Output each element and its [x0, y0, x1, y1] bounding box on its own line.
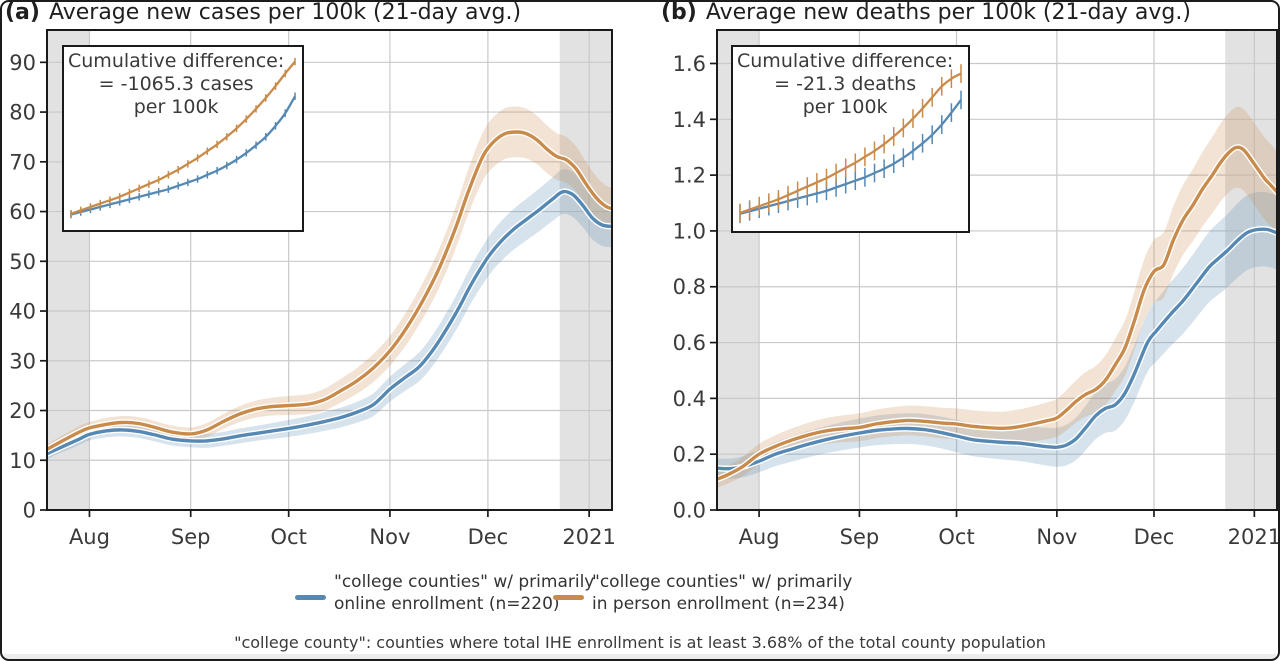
inset-b-line1: Cumulative difference: [737, 50, 954, 72]
svg-text:1.0: 1.0 [673, 219, 706, 243]
legend-line-in-person [553, 595, 584, 600]
svg-text:0.0: 0.0 [673, 499, 706, 523]
legend-in-person-line1: "college counties" w/ primarily [592, 572, 853, 592]
svg-text:Nov: Nov [1036, 525, 1077, 549]
svg-text:1.4: 1.4 [673, 108, 706, 132]
legend-in-person-line2: in person enrollment (n=234) [592, 594, 845, 615]
svg-text:2021: 2021 [562, 525, 615, 549]
svg-text:0.4: 0.4 [673, 387, 706, 411]
svg-text:0.2: 0.2 [673, 443, 706, 467]
inset-b-line3: per 100k [802, 95, 888, 118]
svg-text:90: 90 [9, 51, 36, 75]
legend-label-in-person: "college counties" w/ primarily in perso… [592, 571, 852, 615]
svg-text:70: 70 [9, 150, 36, 174]
svg-text:10: 10 [9, 449, 36, 473]
svg-text:0.8: 0.8 [673, 275, 706, 299]
svg-text:2021: 2021 [1228, 525, 1280, 549]
panel-b-title-text: Average new deaths per 100k (21-day avg.… [705, 0, 1191, 25]
legend-label-online: "college counties" w/ primarily online e… [334, 571, 594, 615]
svg-text:Oct: Oct [938, 525, 974, 549]
inset-a-line3: per 100k [133, 95, 219, 118]
svg-text:0.6: 0.6 [673, 331, 706, 355]
svg-text:0: 0 [23, 499, 36, 523]
svg-text:80: 80 [9, 101, 36, 125]
svg-text:Oct: Oct [271, 525, 307, 549]
svg-text:Aug: Aug [739, 525, 780, 549]
legend-online-line2: online enrollment (n=220) [334, 594, 560, 615]
legend-online-line1: "college counties" w/ primarily [334, 572, 595, 592]
panel-a-title: (a) Average new cases per 100k (21-day av… [5, 0, 521, 25]
svg-text:40: 40 [9, 300, 36, 324]
svg-text:1.6: 1.6 [673, 52, 706, 76]
inset-a-line2: = -1065.3 cases [98, 72, 254, 95]
panel-b-label: (b) [661, 0, 697, 25]
inset-b-line2: = -21.3 deaths [774, 72, 917, 95]
panel-b-inset-annotation: Cumulative difference: = -21.3 deaths pe… [737, 50, 953, 119]
svg-text:Sep: Sep [171, 525, 211, 549]
footnote: "college county": counties where total I… [234, 633, 1046, 652]
legend-line-online [295, 595, 326, 600]
panel-a-inset-annotation: Cumulative difference: = -1065.3 cases p… [68, 50, 284, 119]
svg-text:Dec: Dec [1134, 525, 1175, 549]
svg-text:Aug: Aug [69, 525, 110, 549]
svg-text:Nov: Nov [369, 525, 410, 549]
svg-text:30: 30 [9, 349, 36, 373]
svg-text:1.2: 1.2 [673, 164, 706, 188]
svg-text:20: 20 [9, 399, 36, 423]
panel-a-label: (a) [5, 0, 40, 25]
panel-a-title-text: Average new cases per 100k (21-day avg.) [48, 0, 522, 25]
svg-text:60: 60 [9, 200, 36, 224]
svg-text:50: 50 [9, 250, 36, 274]
inset-a-line1: Cumulative difference: [68, 50, 285, 72]
svg-text:Dec: Dec [468, 525, 509, 549]
bottom-edge-strip [4, 654, 1276, 659]
panel-b-title: (b) Average new deaths per 100k (21-day a… [661, 0, 1191, 25]
svg-text:Sep: Sep [840, 525, 880, 549]
